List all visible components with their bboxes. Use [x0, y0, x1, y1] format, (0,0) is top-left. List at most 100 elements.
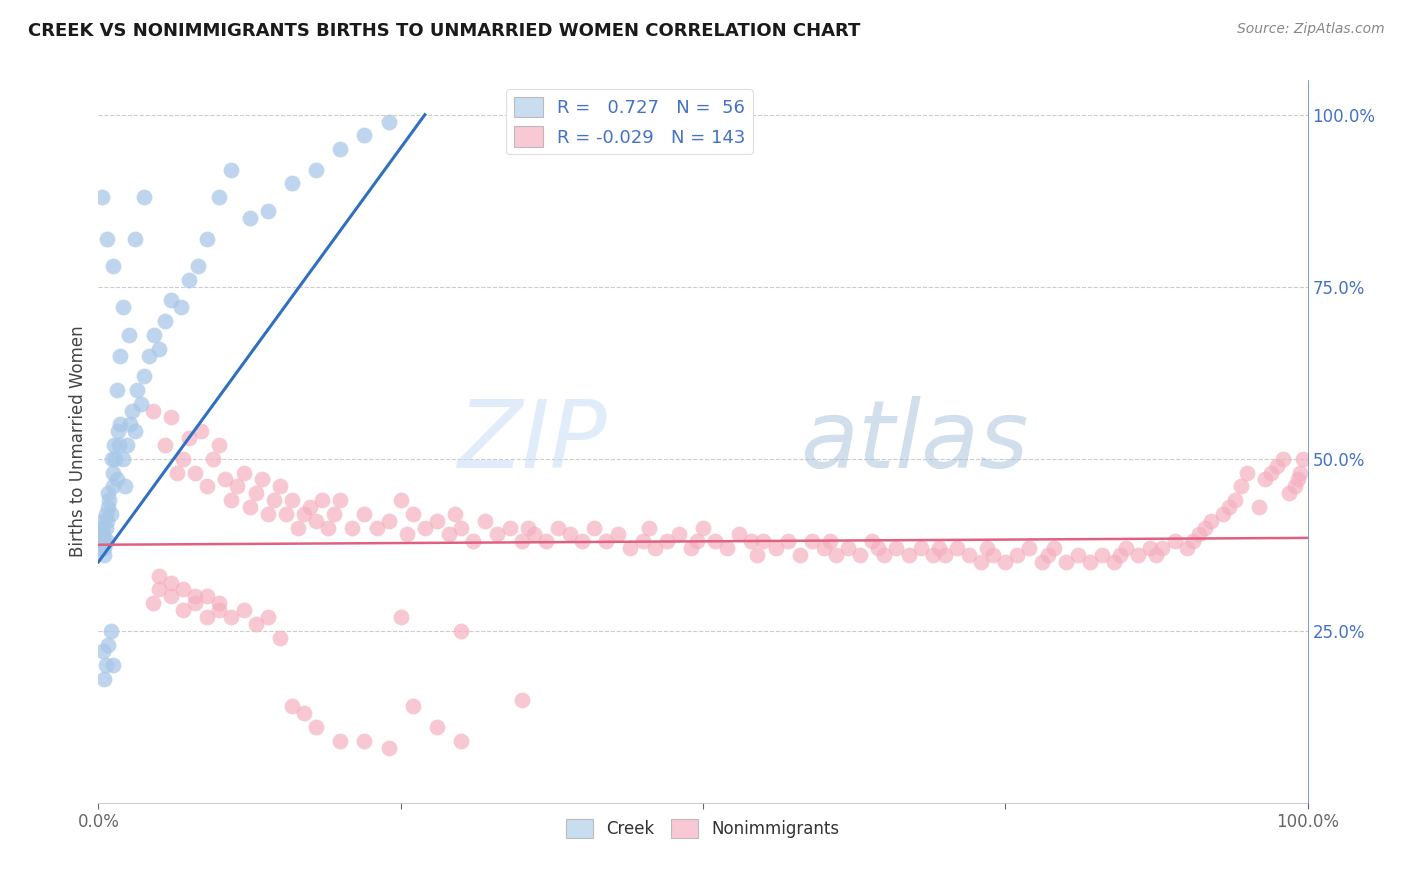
Point [245, 616, 267, 631]
Point [946, 541, 969, 556]
Point [444, 507, 467, 521]
Point [91, 541, 114, 556]
Point [426, 514, 449, 528]
Point [389, 493, 412, 508]
Point [221, 162, 243, 177]
Point [208, 603, 231, 617]
Point [127, 383, 149, 397]
Point [1218, 500, 1240, 514]
Point [93, 534, 115, 549]
Point [121, 403, 143, 417]
Point [450, 624, 472, 638]
Point [91, 541, 114, 556]
Point [184, 596, 207, 610]
Point [100, 507, 122, 521]
Point [1199, 514, 1222, 528]
Point [1031, 555, 1053, 569]
Point [138, 349, 160, 363]
Point [353, 734, 375, 748]
Text: ZIP: ZIP [457, 396, 606, 487]
Point [93, 548, 115, 562]
Point [103, 438, 125, 452]
Point [124, 231, 146, 245]
Point [311, 493, 333, 508]
Point [101, 479, 124, 493]
Point [818, 534, 841, 549]
Point [329, 734, 352, 748]
Point [97, 638, 120, 652]
Point [395, 527, 418, 541]
Point [274, 507, 297, 521]
Point [184, 466, 207, 480]
Point [747, 548, 769, 562]
Point [90, 527, 112, 541]
Point [187, 259, 209, 273]
Point [96, 514, 118, 528]
Point [450, 734, 472, 748]
Text: CREEK VS NONIMMIGRANTS BIRTHS TO UNMARRIED WOMEN CORRELATION CHART: CREEK VS NONIMMIGRANTS BIRTHS TO UNMARRI… [28, 22, 860, 40]
Point [813, 541, 835, 556]
Point [1067, 548, 1090, 562]
Point [101, 466, 124, 480]
Point [184, 590, 207, 604]
Point [789, 548, 811, 562]
Point [245, 486, 267, 500]
Point [1146, 548, 1168, 562]
Point [607, 527, 630, 541]
Point [1181, 534, 1204, 549]
Point [232, 603, 254, 617]
Point [498, 520, 520, 534]
Point [108, 349, 131, 363]
Point [1278, 486, 1301, 500]
Point [679, 541, 702, 556]
Point [692, 520, 714, 534]
Point [474, 514, 496, 528]
Point [226, 479, 249, 493]
Point [1115, 541, 1137, 556]
Point [619, 541, 641, 556]
Point [94, 507, 117, 521]
Point [208, 438, 231, 452]
Point [413, 520, 436, 534]
Point [94, 658, 117, 673]
Point [269, 631, 291, 645]
Point [510, 534, 533, 549]
Point [510, 692, 533, 706]
Point [994, 555, 1017, 569]
Point [1036, 548, 1059, 562]
Point [208, 190, 231, 204]
Point [1188, 527, 1211, 541]
Point [160, 293, 183, 308]
Point [516, 520, 538, 534]
Point [91, 644, 114, 658]
Point [655, 534, 678, 549]
Point [97, 486, 120, 500]
Point [921, 548, 943, 562]
Y-axis label: Births to Unmarried Women: Births to Unmarried Women [69, 326, 87, 558]
Point [1272, 451, 1295, 466]
Point [450, 520, 472, 534]
Point [89, 541, 111, 556]
Point [142, 403, 165, 417]
Point [118, 327, 141, 342]
Point [752, 534, 775, 549]
Point [134, 190, 156, 204]
Point [100, 451, 122, 466]
Point [1109, 548, 1132, 562]
Point [256, 507, 278, 521]
Point [91, 520, 114, 534]
Point [1230, 479, 1253, 493]
Point [329, 493, 352, 508]
Point [221, 493, 243, 508]
Point [107, 424, 129, 438]
Point [172, 582, 194, 597]
Point [686, 534, 709, 549]
Point [886, 541, 908, 556]
Point [316, 520, 339, 534]
Point [299, 500, 322, 514]
Point [1289, 466, 1312, 480]
Point [179, 431, 201, 445]
Point [100, 624, 122, 638]
Point [202, 451, 225, 466]
Point [1292, 451, 1315, 466]
